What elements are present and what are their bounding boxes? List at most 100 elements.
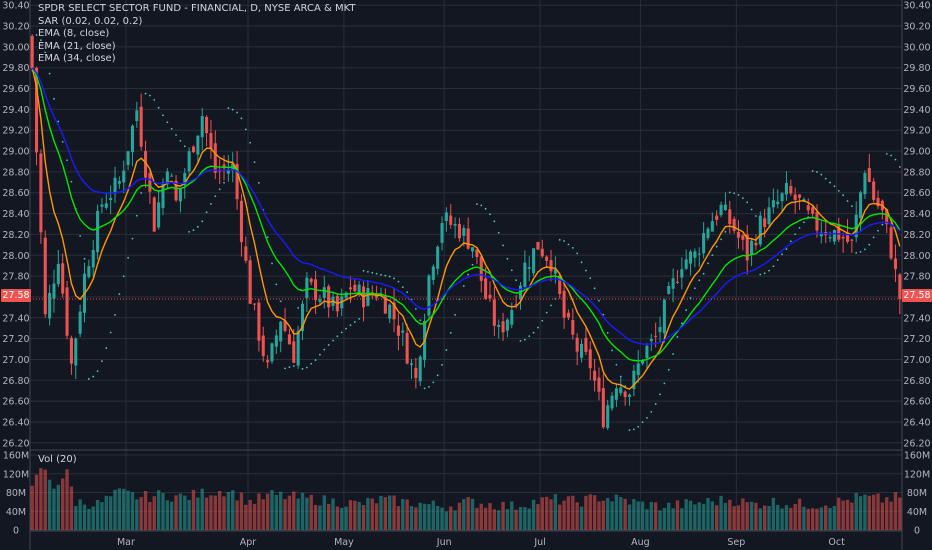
sar-dot [428, 386, 430, 388]
sar-dot [201, 220, 204, 223]
candle-body [418, 356, 422, 382]
candle-body [593, 370, 597, 381]
volume-bar [104, 495, 108, 530]
volume-bar [126, 490, 130, 530]
sar-dot [297, 306, 300, 309]
volume-tick-label-right: 120M [904, 469, 930, 480]
sar-dot [223, 181, 225, 184]
sar-dot [92, 375, 95, 378]
sar-dot [711, 254, 714, 257]
candle-body [348, 287, 352, 290]
volume-bar [470, 498, 475, 530]
volume-bar [483, 507, 488, 530]
volume-bar [741, 498, 745, 530]
candle-body [815, 212, 819, 231]
sar-dot [375, 272, 378, 275]
volume-bar [217, 490, 222, 530]
volume-bar [122, 488, 126, 530]
volume-bar [488, 503, 492, 530]
sar-dot [646, 416, 648, 419]
sar-dot [371, 271, 374, 274]
volume-bar [148, 501, 152, 530]
volume-bar [553, 494, 558, 530]
volume-bar [388, 495, 392, 530]
volume-bar [165, 500, 170, 530]
candle-body [213, 143, 217, 173]
price-tick-label-right: 28.20 [903, 230, 930, 241]
sar-dot [240, 117, 243, 120]
sar-dot [829, 181, 831, 184]
sar-dot [401, 286, 404, 289]
candle-body [671, 278, 675, 289]
volume-bar [401, 499, 405, 530]
volume-bar [61, 478, 65, 530]
candle-body [178, 188, 182, 202]
candle-body [122, 170, 126, 183]
sar-dot [188, 231, 191, 233]
sar-dot [650, 410, 653, 413]
candle-body [510, 310, 514, 325]
price-tick-label-left: 27.40 [2, 313, 29, 324]
volume-legend[interactable]: Vol (20) [38, 454, 77, 465]
candle-body [449, 215, 453, 225]
volume-bar [797, 498, 802, 530]
sar-dot [558, 238, 561, 241]
volume-bar [497, 510, 501, 530]
candle-body [283, 320, 287, 331]
candle-body [832, 229, 836, 242]
sar-dot [606, 332, 609, 334]
volume-bar [653, 502, 658, 530]
volume-bar [335, 506, 340, 530]
candle-body [798, 194, 802, 198]
price-tick-label-left: 26.80 [2, 376, 29, 387]
candle-body [680, 269, 684, 278]
sar-dot [362, 269, 365, 272]
candle-body [571, 320, 575, 335]
time-tick-label: Aug [631, 537, 650, 548]
volume-bar [523, 507, 527, 530]
candle-body [453, 223, 457, 226]
sar-dot [253, 161, 256, 164]
sar-dot [66, 159, 68, 162]
sar-dot [179, 139, 182, 142]
volume-bar [832, 506, 837, 530]
sar-dot [728, 191, 731, 194]
volume-bar [239, 492, 244, 530]
sar-dot [432, 381, 435, 384]
sar-dot [628, 429, 631, 432]
sar-dot [885, 152, 888, 155]
candle-body [287, 334, 291, 345]
sar-dot [166, 121, 169, 124]
price-tick-label-left: 30.40 [2, 1, 29, 12]
sar-dot [118, 293, 121, 296]
candle-body [562, 290, 566, 318]
candle-body [91, 249, 95, 268]
candle-body [527, 267, 531, 269]
candle-body [366, 287, 370, 306]
sar-dot [476, 203, 478, 206]
sar-dot [131, 237, 134, 240]
candle-body [471, 247, 475, 252]
sar-dot [772, 265, 775, 268]
candle-body [741, 235, 745, 240]
sar-dot [436, 374, 439, 377]
volume-bar [837, 497, 841, 530]
volume-bar [462, 499, 466, 530]
volume-bar [156, 490, 161, 530]
volume-bar [431, 500, 435, 530]
volume-bar [854, 493, 858, 530]
sar-dot [737, 193, 740, 196]
sar-dot [707, 262, 709, 265]
price-tick-label-right: 27.80 [903, 272, 930, 283]
sar-dot [367, 270, 369, 273]
candle-body [462, 227, 466, 236]
volume-bar [196, 497, 200, 530]
ema21-line [31, 67, 901, 362]
volume-bar [841, 500, 845, 530]
candle-body [854, 214, 858, 238]
volume-bar [514, 509, 518, 530]
candle-body [706, 228, 710, 238]
volume-bar [662, 507, 667, 530]
volume-bar [283, 499, 287, 530]
